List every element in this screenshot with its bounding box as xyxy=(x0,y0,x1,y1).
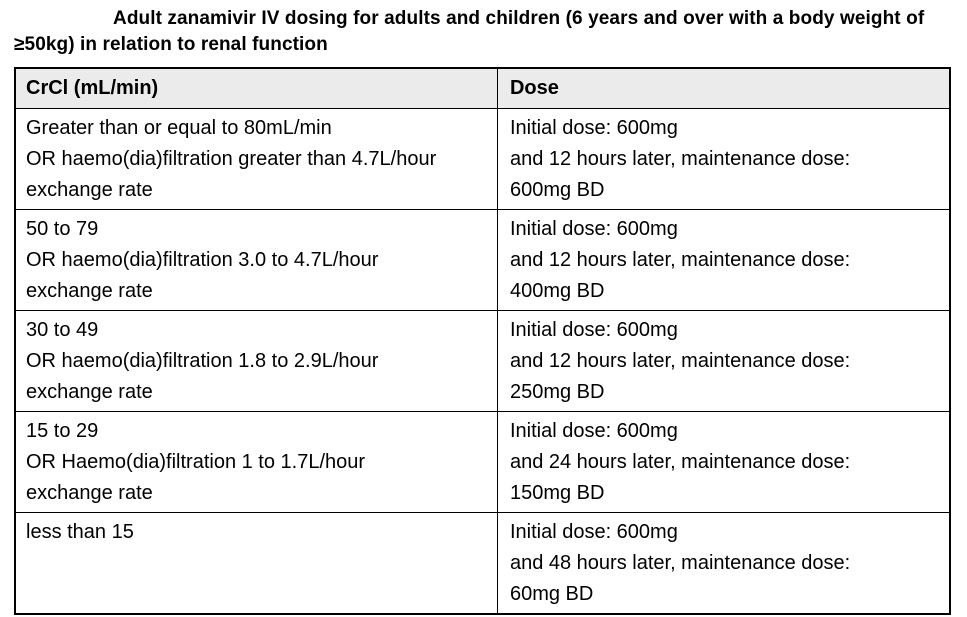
crcl-line: exchange rate xyxy=(26,280,153,302)
table-row: 15 to 29 OR Haemo(dia)filtration 1 to 1.… xyxy=(14,411,951,513)
dose-line: 150mg BD xyxy=(509,482,605,504)
crcl-line: 15 to 29 xyxy=(26,420,99,442)
table-row: 30 to 49 OR haemo(dia)filtration 1.8 to … xyxy=(14,310,951,412)
crcl-line: 30 to 49 xyxy=(26,319,99,341)
table-title: Adult zanamivir IV dosing for adults and… xyxy=(14,8,925,55)
table-row: less than 15 Initial dose: 600mg and 48 … xyxy=(14,512,951,615)
dose-line: Initial dose: 600mg xyxy=(509,319,678,341)
dose-line: 600mg BD xyxy=(509,179,605,201)
dose-line: 400mg BD xyxy=(509,280,605,302)
crcl-line: less than 15 xyxy=(26,521,134,543)
crcl-cell: Greater than or equal to 80mL/min OR hae… xyxy=(14,108,498,210)
dose-line: Initial dose: 600mg xyxy=(509,521,678,543)
crcl-line: OR Haemo(dia)filtration 1 to 1.7L/hour xyxy=(26,451,366,473)
dose-line: and 48 hours later, maintenance dose: xyxy=(509,552,851,574)
crcl-line: 50 to 79 xyxy=(26,218,99,240)
crcl-line: OR haemo(dia)filtration greater than 4.7… xyxy=(26,148,437,170)
crcl-cell: less than 15 xyxy=(14,512,498,615)
dose-line: and 12 hours later, maintenance dose: xyxy=(509,249,851,271)
crcl-line: Greater than or equal to 80mL/min xyxy=(26,117,332,139)
crcl-cell: 30 to 49 OR haemo(dia)filtration 1.8 to … xyxy=(14,310,498,412)
dose-cell: Initial dose: 600mg and 12 hours later, … xyxy=(496,209,951,311)
dose-line: 250mg BD xyxy=(509,381,605,403)
dose-cell: Initial dose: 600mg and 12 hours later, … xyxy=(496,108,951,210)
dose-line: 60mg BD xyxy=(509,583,594,605)
dose-line: and 12 hours later, maintenance dose: xyxy=(509,350,851,372)
crcl-line: exchange rate xyxy=(26,482,153,504)
column-header-dose: Dose xyxy=(496,67,951,109)
table-header-row: CrCl (mL/min) Dose xyxy=(14,67,951,109)
dose-line: Initial dose: 600mg xyxy=(509,218,678,240)
dose-line: and 24 hours later, maintenance dose: xyxy=(509,451,851,473)
crcl-cell: 15 to 29 OR Haemo(dia)filtration 1 to 1.… xyxy=(14,411,498,513)
crcl-line: exchange rate xyxy=(26,381,153,403)
column-header-crcl: CrCl (mL/min) xyxy=(14,67,498,109)
crcl-line: OR haemo(dia)filtration 1.8 to 2.9L/hour xyxy=(26,350,379,372)
dose-cell: Initial dose: 600mg and 48 hours later, … xyxy=(496,512,951,615)
table-row: 50 to 79 OR haemo(dia)filtration 3.0 to … xyxy=(14,209,951,311)
dose-cell: Initial dose: 600mg and 12 hours later, … xyxy=(496,310,951,412)
dose-line: and 12 hours later, maintenance dose: xyxy=(509,148,851,170)
dosing-table: CrCl (mL/min) Dose Greater than or equal… xyxy=(14,67,951,615)
table-row: Greater than or equal to 80mL/min OR hae… xyxy=(14,108,951,210)
crcl-cell: 50 to 79 OR haemo(dia)filtration 3.0 to … xyxy=(14,209,498,311)
dose-cell: Initial dose: 600mg and 24 hours later, … xyxy=(496,411,951,513)
dose-line: Initial dose: 600mg xyxy=(509,117,678,139)
crcl-line: exchange rate xyxy=(26,179,153,201)
dose-line: Initial dose: 600mg xyxy=(509,420,678,442)
crcl-line: OR haemo(dia)filtration 3.0 to 4.7L/hour xyxy=(26,249,379,271)
